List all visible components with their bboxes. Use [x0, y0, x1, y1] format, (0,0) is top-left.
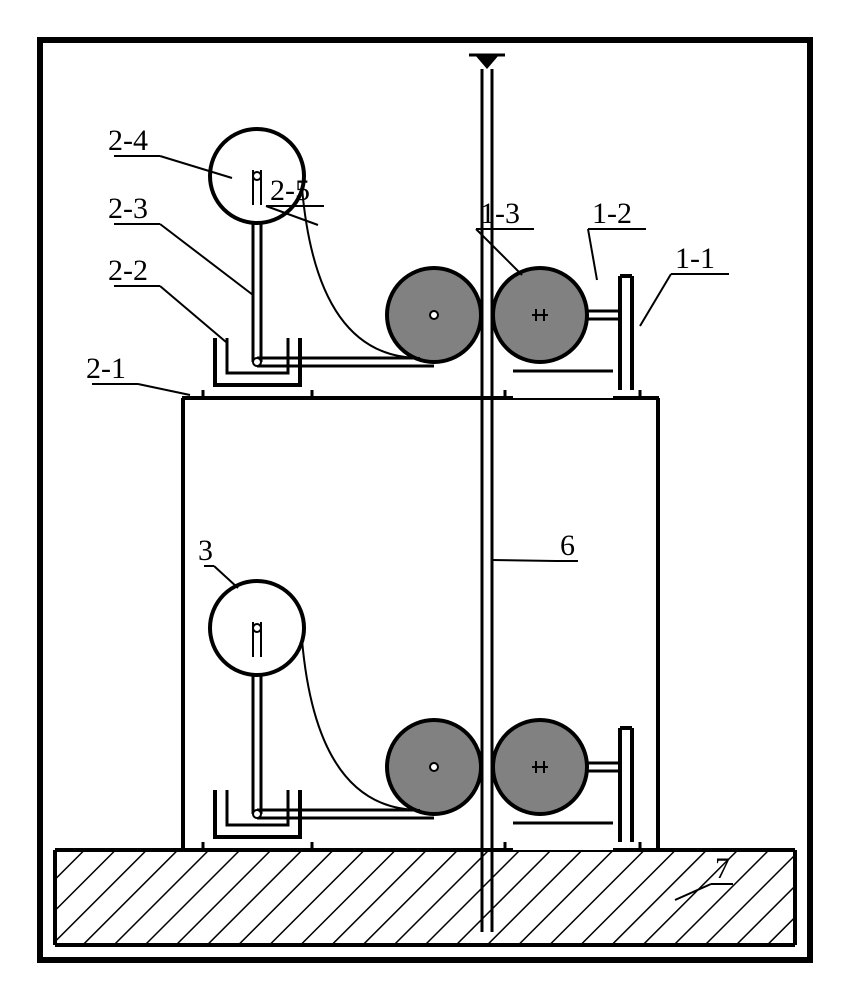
- label-7: 7: [715, 852, 730, 886]
- label-6: 6: [560, 529, 575, 563]
- label-2-3: 2-3: [108, 192, 148, 226]
- label-2-4: 2-4: [108, 124, 148, 158]
- label-2-5: 2-5: [270, 174, 310, 208]
- label-1-1: 1-1: [675, 242, 715, 276]
- label-3: 3: [198, 534, 213, 568]
- label-1-2: 1-2: [592, 197, 632, 231]
- label-1-3: 1-3: [480, 197, 520, 231]
- label-2-2: 2-2: [108, 254, 148, 288]
- label-2-1: 2-1: [86, 352, 126, 386]
